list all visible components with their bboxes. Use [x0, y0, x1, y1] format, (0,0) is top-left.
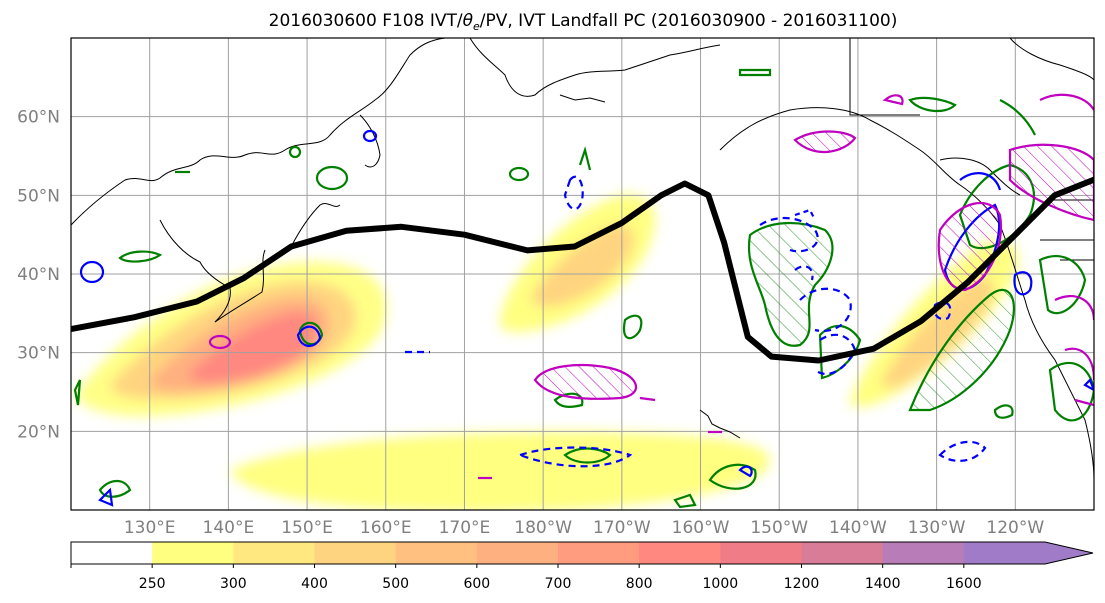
pv-contours	[73, 68, 1094, 509]
longitude-labels: 130°E 140°E 150°E 160°E 170°E 180°W 170°W 160°W…	[124, 518, 1045, 538]
colorbar-segment	[963, 542, 1046, 564]
colorbar-segment	[233, 542, 315, 564]
colorbar-segment	[71, 542, 153, 564]
lat-label: 40°N	[17, 265, 60, 285]
colorbar-tick-label: 250	[139, 576, 166, 592]
jet-track-line	[71, 176, 1094, 364]
colorbar-segment	[558, 542, 640, 564]
lon-label: 140°W	[829, 518, 887, 538]
lon-label: 160°W	[672, 518, 730, 538]
colorbar-extend-arrow	[1045, 542, 1093, 564]
colorbar-tick-label: 1200	[784, 576, 820, 592]
colorbar-segment	[801, 542, 884, 564]
colorbar-segment	[395, 542, 478, 564]
colorbar-tick-label: 1600	[946, 576, 982, 592]
pc-contours	[208, 93, 1094, 480]
lon-label: 180°W	[514, 518, 572, 538]
lat-label: 20°N	[17, 422, 60, 442]
lon-label: 150°E	[281, 518, 333, 538]
ivt-colorbar: 250 300 400 500 600 700 800 1000 1200 1400 1600	[70, 541, 1094, 592]
map-layers	[71, 38, 1094, 510]
figure-title: 2016030600 F108 IVT/θe/PV, IVT Landfall …	[269, 11, 898, 33]
colorbar-tick-label: 800	[626, 576, 653, 592]
latitude-labels: 20°N 30°N 40°N 50°N 60°N	[17, 108, 60, 443]
lat-label: 50°N	[17, 186, 60, 206]
colorbar-segment	[720, 542, 802, 564]
colorbar-segment	[152, 542, 234, 564]
lon-label: 170°E	[439, 518, 491, 538]
colorbar-tick-label: 1000	[703, 576, 739, 592]
colorbar-tick-label: 700	[545, 576, 572, 592]
lon-label: 150°W	[750, 518, 808, 538]
colorbar-tick-label: 300	[220, 576, 247, 592]
colorbar-segment	[476, 542, 559, 564]
lon-label: 140°E	[203, 518, 255, 538]
lon-label: 130°E	[124, 518, 176, 538]
map-frame	[70, 37, 1095, 511]
colorbar-tick-label: 600	[463, 576, 490, 592]
lat-label: 60°N	[17, 108, 60, 128]
lon-label: 130°W	[908, 518, 966, 538]
colorbar-segment	[639, 542, 721, 564]
lon-label: 120°W	[986, 518, 1044, 538]
graticule	[71, 38, 1094, 510]
colorbar-segment	[314, 542, 397, 564]
lon-label: 170°W	[593, 518, 651, 538]
colorbar-tick-label: 1400	[865, 576, 901, 592]
colorbar-tick-label: 500	[382, 576, 409, 592]
coastlines	[71, 38, 1094, 481]
lon-label: 160°E	[360, 518, 412, 538]
colorbar-tick-label: 400	[301, 576, 328, 592]
colorbar-segment	[882, 542, 965, 564]
lat-label: 30°N	[17, 344, 60, 364]
colorbar-outline	[70, 541, 1094, 565]
